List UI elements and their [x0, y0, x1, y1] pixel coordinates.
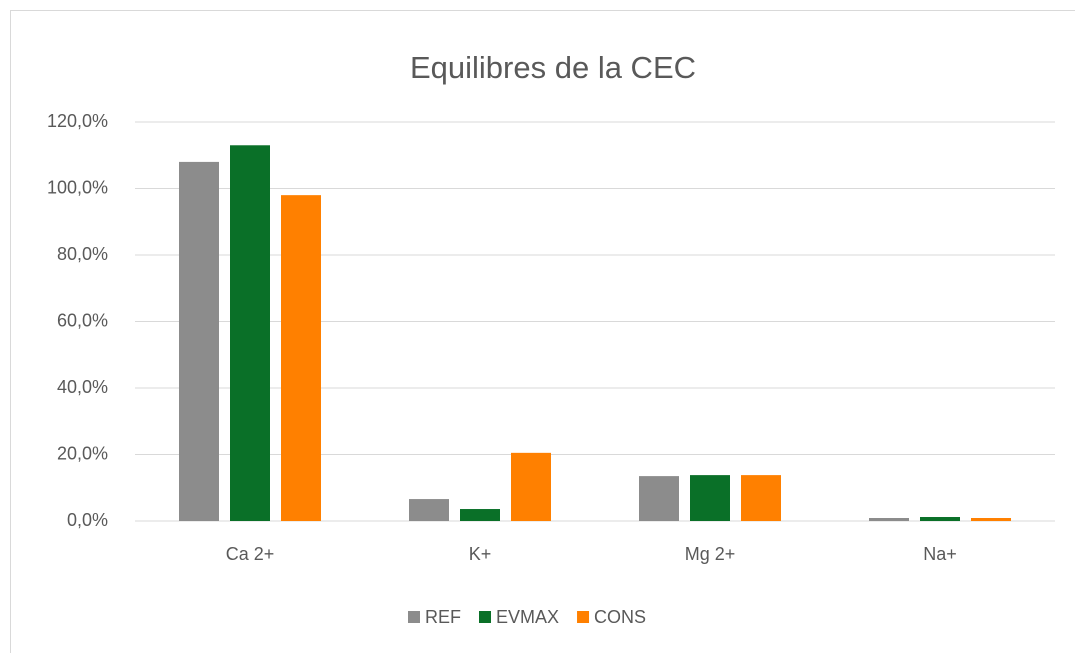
- y-tick-label: 20,0%: [57, 443, 108, 463]
- bar: [690, 475, 730, 521]
- legend-label: CONS: [594, 607, 646, 627]
- bar: [869, 518, 909, 521]
- x-tick-label: Ca 2+: [226, 544, 275, 564]
- y-tick-label: 40,0%: [57, 377, 108, 397]
- legend-label: EVMAX: [496, 607, 559, 627]
- bar: [971, 518, 1011, 521]
- bar: [230, 145, 270, 521]
- y-tick-label: 100,0%: [47, 177, 108, 197]
- x-tick-label: K+: [469, 544, 492, 564]
- legend-swatch: [408, 611, 420, 623]
- bar: [460, 509, 500, 521]
- y-tick-label: 120,0%: [47, 111, 108, 131]
- bar: [409, 499, 449, 521]
- legend-swatch: [479, 611, 491, 623]
- y-tick-label: 0,0%: [67, 510, 108, 530]
- bar: [179, 161, 219, 521]
- x-tick-label: Mg 2+: [685, 544, 736, 564]
- chart-frame: [10, 10, 1075, 653]
- y-tick-label: 80,0%: [57, 244, 108, 264]
- legend-swatch: [577, 611, 590, 623]
- bar: [639, 476, 679, 521]
- bar: [920, 517, 960, 521]
- bar: [741, 475, 781, 521]
- bar: [511, 452, 551, 521]
- x-tick-label: Na+: [923, 544, 957, 564]
- legend-label: REF: [425, 607, 461, 627]
- bar: [281, 195, 321, 521]
- y-tick-label: 60,0%: [57, 310, 108, 330]
- chart-title: Equilibres de la CEC: [410, 50, 696, 85]
